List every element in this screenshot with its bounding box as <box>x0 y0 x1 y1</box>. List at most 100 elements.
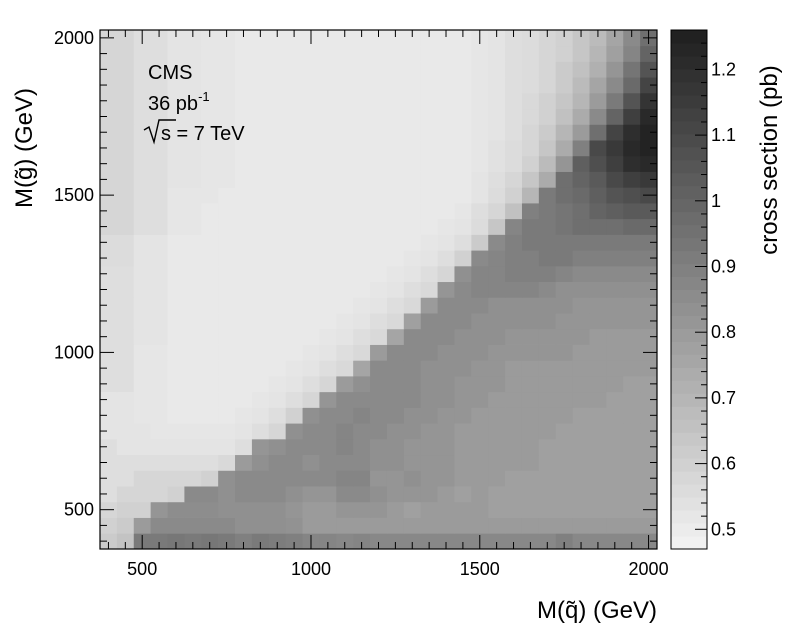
heatmap-cell <box>116 297 135 314</box>
heatmap-cell <box>454 108 472 125</box>
heatmap-cell <box>572 360 590 377</box>
heatmap-cell <box>133 501 152 518</box>
heatmap-cell <box>521 313 540 330</box>
heatmap-cell <box>555 265 574 283</box>
heatmap-cell <box>640 517 658 534</box>
colorbar-tick-label: 1.1 <box>711 125 736 145</box>
heatmap-cell <box>538 77 557 94</box>
heatmap-cell <box>235 203 253 220</box>
heatmap-cell <box>167 108 185 125</box>
heatmap-cell <box>589 187 607 204</box>
heatmap-cell <box>150 376 168 393</box>
heatmap-cell <box>521 391 540 408</box>
heatmap-cell <box>218 108 236 125</box>
heatmap-cell <box>336 265 354 283</box>
heatmap-cell <box>437 30 455 47</box>
heatmap-cell <box>319 297 337 314</box>
heatmap-cell <box>302 313 320 330</box>
luminosity-exponent: -1 <box>198 89 210 104</box>
heatmap-cell <box>386 265 405 283</box>
heatmap-cell <box>251 391 270 408</box>
heatmap-cell <box>420 250 438 267</box>
heatmap-cell <box>420 501 438 518</box>
heatmap-cell <box>285 265 303 283</box>
heatmap-cell <box>235 376 253 393</box>
heatmap-cell <box>386 140 405 157</box>
heatmap-cell <box>285 61 303 78</box>
heatmap-cell <box>319 501 337 518</box>
x-tick-label: 1000 <box>291 559 331 579</box>
heatmap-cell <box>505 124 523 141</box>
heatmap-cell <box>471 45 489 62</box>
heatmap-cell <box>251 108 270 125</box>
heatmap-cell <box>437 265 455 283</box>
heatmap-cell <box>268 77 287 94</box>
heatmap-cell <box>218 30 236 47</box>
colorbar-axis: 0.5 0.6 0.7 0.8 0.9 1 1.1 1.2 <box>695 29 736 539</box>
heatmap-cell <box>589 108 607 125</box>
heatmap-cell <box>386 155 405 172</box>
heatmap-cell <box>336 250 354 267</box>
heatmap-cell <box>555 77 574 94</box>
heatmap-cell <box>623 423 641 440</box>
heatmap-cell <box>437 203 455 220</box>
heatmap-cell <box>555 140 574 157</box>
heatmap-cell <box>167 187 185 204</box>
heatmap-cell <box>420 344 438 361</box>
heatmap-cell <box>454 265 472 283</box>
heatmap-cell <box>285 92 303 110</box>
heatmap-cell <box>555 360 574 377</box>
heatmap-cell <box>167 501 185 518</box>
heatmap-cell <box>454 407 472 424</box>
heatmap-cell <box>268 344 287 361</box>
heatmap-cell <box>471 92 489 110</box>
heatmap-cell <box>116 454 135 471</box>
heatmap-cell <box>572 438 590 456</box>
heatmap-cell <box>251 203 270 220</box>
heatmap-cell <box>403 517 422 534</box>
heatmap-cell <box>336 187 354 204</box>
heatmap-cell <box>184 438 202 456</box>
heatmap-cell <box>235 470 253 487</box>
heatmap-cell <box>437 297 455 314</box>
heatmap-cell <box>302 77 320 94</box>
heatmap-cell <box>403 203 422 220</box>
heatmap-cell <box>589 203 607 220</box>
heatmap-cell <box>268 140 287 157</box>
heatmap-cell <box>302 407 320 424</box>
heatmap-cell <box>319 187 337 204</box>
heatmap-cell <box>251 423 270 440</box>
heatmap-cell <box>370 501 388 518</box>
heatmap-cell <box>505 454 523 471</box>
heatmap-cell <box>150 360 168 377</box>
heatmap-cell <box>218 486 236 503</box>
heatmap-cell <box>555 187 574 204</box>
heatmap-cell <box>488 391 506 408</box>
heatmap-cell <box>133 92 152 110</box>
heatmap-cell <box>555 407 574 424</box>
heatmap-cell <box>268 501 287 518</box>
heatmap-cell <box>167 155 185 172</box>
heatmap-cell <box>505 328 523 345</box>
heatmap-cell <box>285 423 303 440</box>
heatmap-cell <box>336 391 354 408</box>
heatmap-cell <box>167 218 185 235</box>
heatmap-cell <box>471 328 489 345</box>
heatmap-cell <box>319 454 337 471</box>
heatmap-cell <box>319 171 337 188</box>
heatmap-cell <box>420 486 438 503</box>
heatmap-cell <box>116 533 135 550</box>
heatmap-cell <box>100 218 118 235</box>
heatmap-cell <box>606 470 624 487</box>
heatmap-cell <box>133 517 152 534</box>
heatmap-cell <box>437 171 455 188</box>
heatmap-cell <box>454 250 472 267</box>
heatmap-cell <box>235 517 253 534</box>
heatmap-cell <box>606 108 624 125</box>
heatmap-cell <box>538 218 557 235</box>
heatmap-cell <box>319 45 337 62</box>
heatmap-cell <box>235 218 253 235</box>
heatmap-cell <box>150 92 168 110</box>
heatmap-cell <box>201 501 219 518</box>
